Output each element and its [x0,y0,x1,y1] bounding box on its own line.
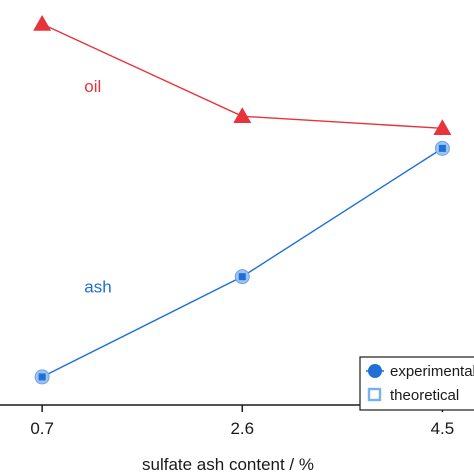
legend-marker-experimental [368,364,382,378]
data-point-ash-theoretical [238,273,246,281]
legend: experimental theoretical [359,356,474,411]
data-point-oil [33,15,52,31]
data-point-oil [233,107,252,124]
data-point-ash-theoretical [438,144,446,152]
series-label-ash: ash [84,278,111,297]
data-point-ash-theoretical [38,373,46,381]
legend-label-theoretical: theoretical [390,387,459,404]
plot-area: oil ash [33,15,452,385]
x-tick-label: 2.6 [230,419,254,438]
legend-entry-theoretical: theoretical [367,387,459,404]
series-label-oil: oil [84,77,101,96]
series-ash: ash [34,140,450,385]
series-line-ash [41,147,443,378]
series-oil: oil [33,15,452,136]
legend-marker-theoretical [367,387,382,402]
x-tick-label: 0.7 [30,419,54,438]
legend-entry-experimental: experimental [366,363,474,380]
data-point-oil [433,119,452,136]
x-axis-ticks: 0.7 2.6 4.5 [30,405,454,438]
x-axis-title: sulfate ash content / % [142,455,314,474]
x-tick-label: 4.5 [431,419,455,438]
legend-label-experimental: experimental [390,363,474,380]
